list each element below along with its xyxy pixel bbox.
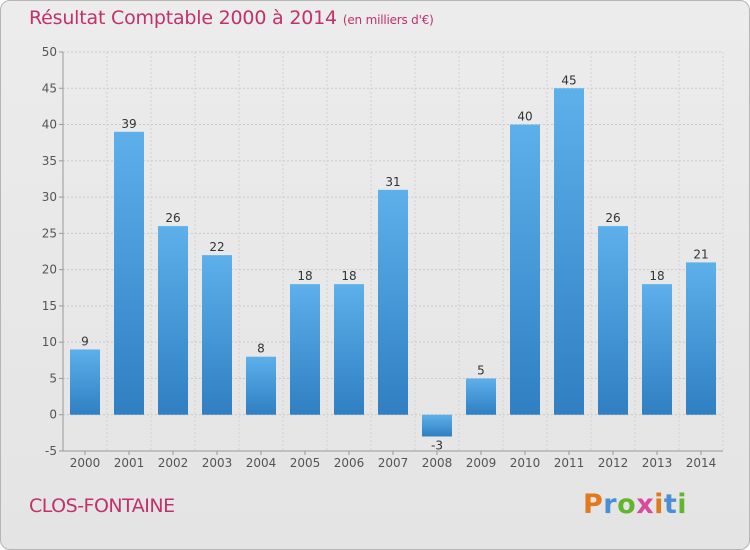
x-tick-label: 2009 [466, 456, 497, 470]
x-tick-label: 2010 [510, 456, 541, 470]
x-tick-label: 2002 [158, 456, 189, 470]
bar [466, 378, 496, 415]
data-label: 5 [477, 363, 485, 377]
bar [290, 284, 320, 415]
logo-letter: P [583, 489, 604, 520]
data-labels: 9 39 26 22 8 18 18 31 -3 5 40 45 26 18 21 [81, 73, 708, 452]
bar [158, 226, 188, 415]
bar [70, 349, 100, 415]
data-label: 39 [121, 117, 136, 131]
y-tick-label: 25 [42, 226, 57, 240]
x-tick-label: 2008 [422, 456, 453, 470]
data-label: 18 [649, 269, 664, 283]
y-tick-label: 5 [49, 371, 57, 385]
data-label: -3 [431, 438, 443, 452]
logo-letter: o [617, 489, 637, 520]
x-tick-label: 2014 [686, 456, 717, 470]
x-tick-label: 2012 [598, 456, 629, 470]
proxiti-logo: Proxiti [583, 489, 687, 520]
logo-letter: i [677, 489, 688, 520]
y-tick-label: 10 [42, 335, 57, 349]
bar [642, 284, 672, 415]
data-label: 40 [517, 110, 532, 124]
bar [246, 356, 276, 415]
x-tick-label: 2005 [290, 456, 321, 470]
bar [686, 262, 716, 415]
bar [422, 414, 452, 437]
x-tick-label: 2000 [70, 456, 101, 470]
y-tick-label: 50 [42, 45, 57, 59]
data-label: 18 [297, 269, 312, 283]
data-label: 26 [605, 211, 620, 225]
bar [334, 284, 364, 415]
data-label: 26 [165, 211, 180, 225]
data-label: 21 [693, 247, 708, 261]
logo-letter: x [636, 489, 655, 520]
town-name: CLOS-FONTAINE [29, 495, 175, 517]
data-label: 45 [561, 73, 576, 87]
bar [202, 255, 232, 415]
x-tick-label: 2004 [246, 456, 277, 470]
title-text: Résultat Comptable 2000 à 2014 [29, 7, 337, 29]
bar [114, 131, 144, 415]
x-tick-label: 2001 [114, 456, 145, 470]
bar [510, 124, 540, 415]
y-tick-label: -5 [45, 444, 57, 458]
y-tick-label: 0 [49, 408, 57, 422]
bar [554, 88, 584, 415]
chart-title: Résultat Comptable 2000 à 2014 (en millie… [29, 7, 434, 29]
data-label: 9 [81, 334, 89, 348]
y-tick-label: 35 [42, 154, 57, 168]
x-tick-label: 2011 [554, 456, 585, 470]
y-tick-label: 30 [42, 190, 57, 204]
bar [598, 226, 628, 415]
x-tick-label: 2006 [334, 456, 365, 470]
data-label: 8 [257, 342, 265, 356]
data-label: 31 [385, 175, 400, 189]
x-tick-label: 2013 [642, 456, 673, 470]
y-tick-label: 40 [42, 118, 57, 132]
axes: -5 0 5 10 15 20 25 30 35 40 45 50 2000 2001 2002 2003 20… [42, 45, 723, 470]
x-tick-label: 2003 [202, 456, 233, 470]
y-tick-label: 20 [42, 263, 57, 277]
unit-label: (en milliers d'€) [342, 13, 434, 27]
data-label: 22 [209, 240, 224, 254]
x-tick-label: 2007 [378, 456, 409, 470]
bars [70, 88, 716, 437]
y-tick-label: 15 [42, 299, 57, 313]
y-tick-label: 45 [42, 81, 57, 95]
data-label: 18 [341, 269, 356, 283]
logo-letter: r [603, 489, 618, 520]
logo-letter: t [663, 489, 678, 520]
bar [378, 189, 408, 415]
logo-letter: i [654, 489, 664, 520]
